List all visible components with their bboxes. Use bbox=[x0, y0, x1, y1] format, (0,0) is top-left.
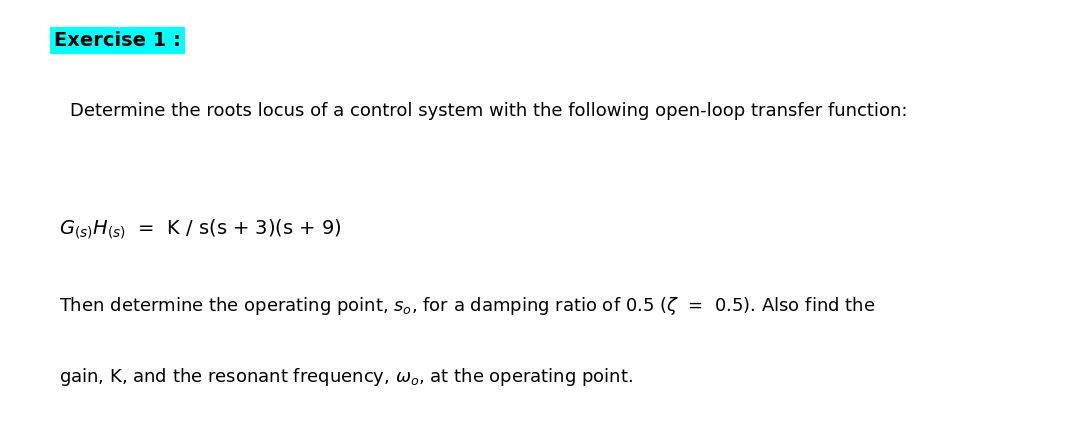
Text: Then determine the operating point, $s_o$, for a damping ratio of 0.5 ($\zeta$  : Then determine the operating point, $s_o… bbox=[59, 295, 876, 317]
Text: $G_{(s)}H_{(s)}$  =  K / s(s + 3)(s + 9): $G_{(s)}H_{(s)}$ = K / s(s + 3)(s + 9) bbox=[59, 218, 342, 241]
Text: Determine the roots locus of a control system with the following open-loop trans: Determine the roots locus of a control s… bbox=[70, 102, 907, 120]
Text: gain, K, and the resonant frequency, $\omega_o$, at the operating point.: gain, K, and the resonant frequency, $\o… bbox=[59, 366, 634, 388]
Text: Exercise 1 :: Exercise 1 : bbox=[54, 31, 180, 50]
